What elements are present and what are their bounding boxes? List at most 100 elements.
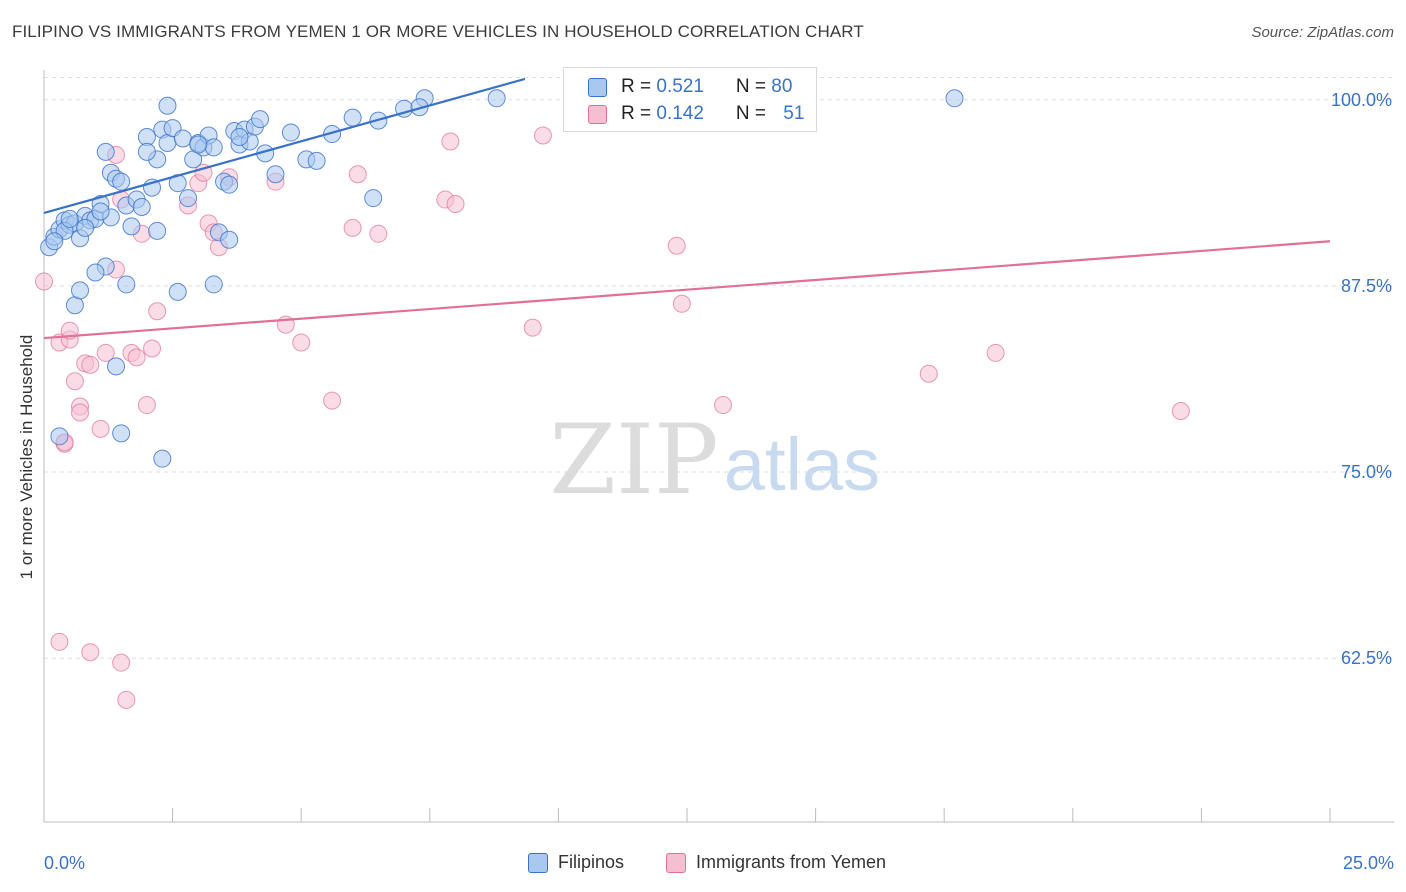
point-filipinos [107, 357, 126, 376]
point-yemen [672, 294, 691, 313]
y-tick-label: 100.0% [1331, 90, 1392, 110]
point-filipinos [137, 142, 156, 161]
bottom-legend-swatch-pink [666, 852, 686, 873]
point-filipinos [204, 275, 223, 294]
point-yemen [446, 195, 465, 214]
point-yemen [523, 318, 542, 337]
y-tick-label: 87.5% [1341, 276, 1392, 296]
point-filipinos [230, 128, 249, 147]
point-filipinos [266, 165, 285, 184]
chart-title: FILIPINO VS IMMIGRANTS FROM YEMEN 1 OR M… [12, 22, 864, 41]
point-yemen [65, 372, 84, 391]
point-yemen [667, 236, 686, 255]
series-filipinos [40, 89, 964, 468]
point-filipinos [86, 263, 105, 282]
point-yemen [919, 364, 938, 383]
point-yemen [1171, 402, 1190, 421]
legend-n-label: N = [735, 76, 772, 97]
point-filipinos [945, 89, 964, 108]
point-filipinos [168, 282, 187, 301]
point-filipinos [204, 138, 223, 157]
legend-r-label: R = [621, 76, 657, 97]
bottom-legend-label: Immigrants from Yemen [696, 852, 887, 872]
legend-n-value: 80 [771, 76, 793, 97]
point-filipinos [220, 175, 239, 194]
point-yemen [71, 403, 90, 422]
legend-r-label: R = [621, 103, 657, 124]
point-filipinos [343, 108, 362, 127]
y-tick-label: 75.0% [1341, 462, 1392, 482]
legend-n-label: N = [735, 103, 772, 124]
point-yemen [91, 419, 110, 438]
point-yemen [348, 165, 367, 184]
point-filipinos [96, 142, 115, 161]
bottom-legend-label: Filipinos [558, 852, 625, 872]
watermark-atlas: atlas [724, 423, 880, 506]
point-filipinos [132, 197, 151, 216]
axes [43, 70, 1394, 823]
point-yemen [441, 132, 460, 151]
point-filipinos [112, 172, 131, 191]
point-filipinos [60, 209, 79, 228]
point-filipinos [112, 424, 131, 443]
point-yemen [369, 224, 388, 243]
point-yemen [35, 272, 53, 291]
point-filipinos [281, 123, 300, 142]
point-yemen [148, 302, 167, 321]
point-yemen [292, 333, 311, 352]
bottom-legend-swatch-blue [528, 852, 548, 873]
point-filipinos [189, 135, 208, 154]
point-yemen [96, 343, 115, 362]
legend-swatch-pink [588, 104, 607, 124]
y-axis-label: 1 or more Vehicles in Household [17, 334, 36, 580]
legend-n-value: 51 [783, 103, 805, 124]
trend-line-yemen [43, 240, 1331, 340]
source-label: Source: ZipAtlas.com [1251, 24, 1394, 41]
trend-line-filipinos [43, 77, 526, 215]
bottom-legend: Filipinos Immigrants from Yemen [0, 852, 1406, 878]
legend-row-yemen: R = 0.142 N = 51 [588, 101, 804, 127]
legend-row-filipinos: R = 0.521 N = 80 [588, 74, 792, 100]
point-filipinos [220, 230, 239, 249]
bottom-legend-yemen: Immigrants from Yemen [666, 852, 886, 873]
point-yemen [194, 163, 213, 182]
point-yemen [127, 348, 146, 367]
point-yemen [50, 632, 69, 651]
point-filipinos [307, 151, 326, 170]
legend-r-value: 0.521 [656, 76, 704, 97]
x-tick-label: 25.0% [1343, 853, 1394, 873]
point-filipinos [122, 217, 141, 236]
point-filipinos [364, 189, 383, 208]
point-yemen [323, 391, 342, 410]
point-yemen [343, 218, 362, 237]
x-tick-label: 0.0% [44, 853, 85, 873]
watermark-zip: ZIP [549, 404, 718, 516]
point-filipinos [251, 110, 270, 129]
point-filipinos [45, 232, 64, 251]
point-yemen [714, 396, 733, 415]
point-filipinos [117, 275, 136, 294]
y-tick-label: 62.5% [1341, 648, 1392, 668]
trend-lines [43, 77, 1331, 340]
legend-box: R = 0.521 N = 80 R = 0.142 N = 51 [563, 67, 817, 132]
point-yemen [117, 690, 136, 709]
point-filipinos [76, 218, 95, 237]
point-filipinos [153, 449, 172, 468]
point-yemen [137, 396, 156, 415]
point-filipinos [158, 96, 177, 115]
point-yemen [143, 339, 162, 358]
point-filipinos [50, 427, 69, 446]
point-filipinos [91, 202, 110, 221]
point-yemen [986, 343, 1005, 362]
grid-lines [44, 76, 1394, 659]
point-filipinos [179, 189, 198, 208]
point-filipinos [173, 129, 192, 148]
legend-swatch-blue [588, 77, 607, 97]
point-filipinos [71, 281, 90, 300]
point-filipinos [148, 221, 167, 240]
point-yemen [81, 355, 100, 374]
x-tick-labels: 0.0% 25.0% [44, 853, 1394, 873]
point-filipinos [487, 89, 506, 108]
point-yemen [533, 126, 552, 145]
